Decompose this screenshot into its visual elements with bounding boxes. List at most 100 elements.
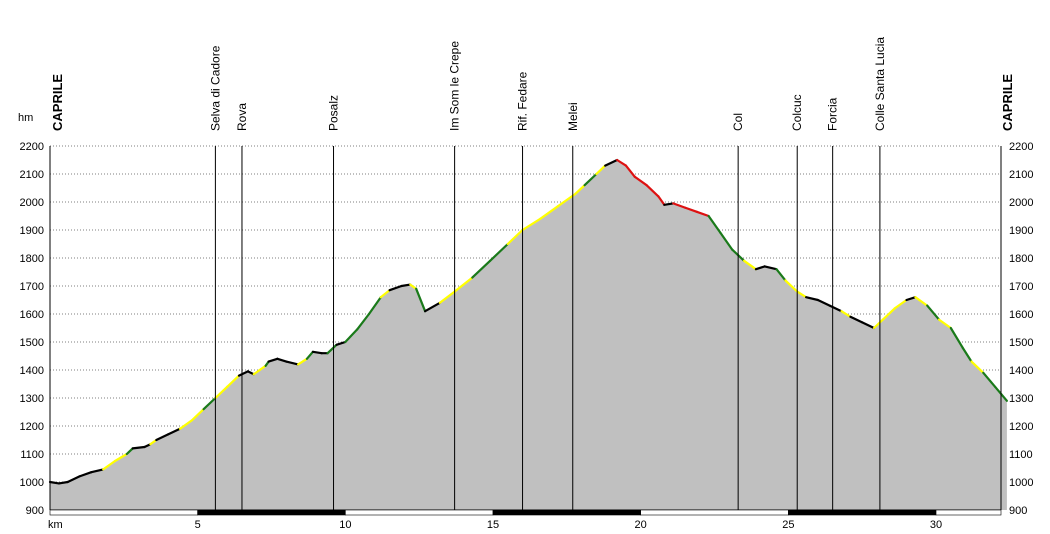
- waypoint-label: Selva di Cadore: [208, 45, 222, 131]
- profile-segment: [905, 296, 917, 302]
- profile-segment: [982, 371, 997, 388]
- profile-segment: [719, 231, 734, 251]
- profile-segment: [276, 357, 288, 363]
- profile-segment: [881, 307, 896, 321]
- profile-segment: [893, 298, 908, 310]
- profile-segment: [672, 202, 687, 209]
- profile-segment: [335, 340, 347, 346]
- profile-segment: [379, 289, 391, 299]
- y-tick-label-left: 1700: [20, 281, 44, 293]
- profile-segment: [489, 242, 509, 262]
- profile-segment: [562, 192, 577, 204]
- profile-segment: [707, 214, 722, 234]
- y-tick-label-right: 1900: [1009, 225, 1033, 237]
- profile-segment: [214, 385, 229, 400]
- profile-segment: [754, 265, 766, 271]
- profile-segment: [424, 301, 441, 313]
- x-axis-label: km: [48, 519, 63, 531]
- profile-segment: [742, 259, 758, 271]
- km-scale-segment: [197, 509, 346, 516]
- profile-segment: [861, 321, 876, 330]
- profile-segment: [775, 268, 787, 282]
- profile-segment: [202, 396, 217, 411]
- profile-segment: [784, 279, 799, 293]
- profile-segment: [190, 408, 205, 422]
- profile-segment: [356, 312, 371, 331]
- x-tick-label: 25: [782, 519, 794, 531]
- profile-segment: [663, 202, 675, 206]
- km-scale-segment: [345, 509, 494, 516]
- profile-fill: [50, 160, 1007, 510]
- y-tick-label-right: 900: [1009, 505, 1027, 517]
- profile-segment: [872, 318, 885, 330]
- profile-segment: [556, 200, 566, 208]
- profile-segment: [285, 360, 300, 366]
- profile-segment: [961, 346, 973, 363]
- profile-segment: [344, 328, 359, 344]
- y-tick-label-right: 2100: [1009, 169, 1033, 181]
- y-tick-label-right: 1700: [1009, 281, 1033, 293]
- y-tick-label-left: 2200: [20, 141, 44, 153]
- x-tick-label: 20: [635, 519, 647, 531]
- x-tick-label: 10: [339, 519, 351, 531]
- profile-segment: [167, 427, 182, 436]
- profile-line: [48, 158, 1009, 485]
- profile-segment: [311, 350, 323, 355]
- y-tick-label-right: 1000: [1009, 477, 1033, 489]
- waypoint-label: Posalz: [327, 95, 341, 131]
- y-tick-label-right: 1500: [1009, 337, 1033, 349]
- km-scale-segment: [935, 509, 1002, 516]
- profile-segment: [645, 184, 660, 198]
- y-tick-label-left: 1100: [20, 449, 44, 461]
- profile-segment: [796, 290, 808, 299]
- axes: 900 900 1000 1000 1100 1100 1200 1200 1300 1300 14…: [20, 141, 1034, 531]
- start-label: CAPRILE: [50, 74, 65, 131]
- profile-area: [50, 160, 1007, 510]
- profile-segment: [125, 447, 134, 456]
- y-tick-label-right: 2200: [1009, 141, 1033, 153]
- y-tick-label-right: 1100: [1009, 449, 1033, 461]
- y-tick-label-left: 1300: [20, 393, 44, 405]
- y-tick-label-right: 1200: [1009, 421, 1033, 433]
- profile-segment: [506, 228, 524, 246]
- profile-segment: [297, 357, 308, 366]
- profile-segment: [178, 419, 193, 430]
- waypoint-label: Melei: [566, 102, 580, 131]
- profile-segment: [367, 296, 382, 316]
- profile-segment: [237, 370, 249, 377]
- waypoint-markers: Selva di Cadore Rova Posalz Im Som le Crepe…: [208, 37, 887, 510]
- waypoint-label: Colcuc: [790, 94, 804, 131]
- profile-segment: [633, 175, 648, 187]
- y-tick-label-right: 1400: [1009, 365, 1033, 377]
- y-tick-label-left: 1500: [20, 337, 44, 349]
- waypoint-label: Im Som le Crepe: [448, 41, 462, 131]
- profile-segment: [624, 164, 636, 178]
- profile-segment: [763, 265, 778, 271]
- profile-segment: [102, 459, 117, 471]
- profile-segment: [113, 452, 128, 463]
- profile-segment: [305, 350, 314, 360]
- km-scale-segment: [492, 509, 641, 516]
- profile-segment: [828, 304, 843, 313]
- profile-segment: [849, 315, 864, 324]
- profile-segment: [78, 471, 93, 478]
- profile-segment: [415, 287, 427, 313]
- profile-segment: [949, 326, 964, 349]
- waypoint-label: Forcia: [826, 97, 840, 131]
- profile-segment: [267, 357, 279, 363]
- waypoint-label: Colle Santa Lucia: [873, 37, 887, 131]
- y-tick-label-left: 1600: [20, 309, 44, 321]
- waypoint-label: Rova: [235, 103, 249, 131]
- y-tick-label-right: 1800: [1009, 253, 1033, 265]
- x-tick-label: 15: [487, 519, 499, 531]
- x-tick-label: 5: [195, 519, 201, 531]
- profile-segment: [409, 283, 418, 290]
- profile-segment: [816, 298, 831, 307]
- profile-segment: [595, 164, 607, 176]
- y-tick-label-left: 1000: [20, 477, 44, 489]
- waypoint-label: Rif. Fedare: [516, 71, 530, 131]
- profile-segment: [453, 276, 474, 293]
- y-tick-label-right: 1300: [1009, 393, 1033, 405]
- y-tick-label-right: 1600: [1009, 309, 1033, 321]
- y-tick-label-left: 900: [26, 505, 44, 517]
